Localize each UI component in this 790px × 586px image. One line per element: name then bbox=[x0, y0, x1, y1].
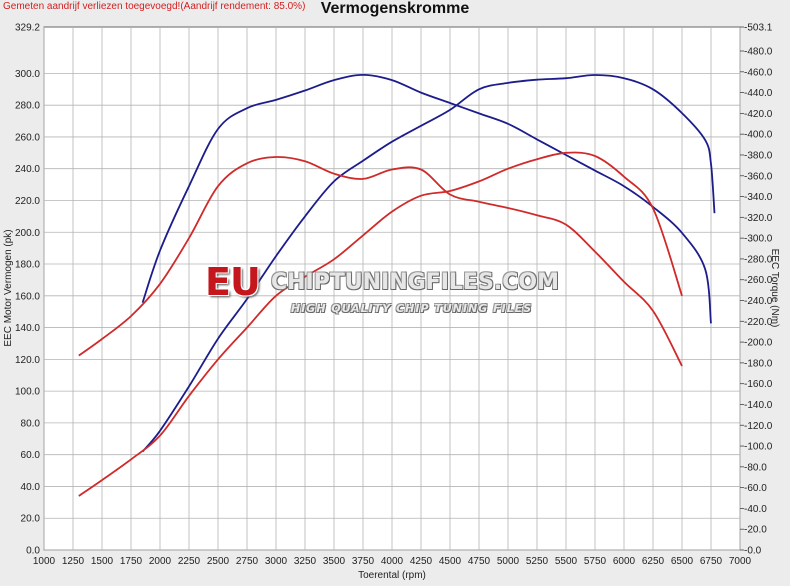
y2-tick-label: -220.0 bbox=[744, 317, 773, 328]
x-axis-ticks: 1000 1250 1500 1750 2000 2250 2500 2750 3000 3250… bbox=[33, 556, 752, 567]
x-tick-label: 2250 bbox=[178, 556, 201, 567]
x-tick-label: 1000 bbox=[33, 556, 56, 567]
y-tick-label: 20.0 bbox=[21, 514, 41, 525]
x-tick-label: 5250 bbox=[526, 556, 549, 567]
y-axis-ticks: 0.0 20.0 40.0 60.0 80.0 100.0 120.0 140.0 160.0 1… bbox=[15, 23, 40, 557]
chart-title: Vermogenskromme bbox=[320, 0, 470, 17]
y2-tick-label: -40.0 bbox=[744, 504, 767, 515]
x-tick-label: 1250 bbox=[62, 556, 85, 567]
header-bar: Gemeten aandrijf verliezen toegevoegd!(A… bbox=[0, 0, 790, 22]
y2-tick-label: -280.0 bbox=[744, 254, 773, 265]
y-tick-label: 120.0 bbox=[15, 355, 40, 366]
x-tick-label: 5500 bbox=[555, 556, 578, 567]
x-tick-label: 6000 bbox=[613, 556, 636, 567]
y2-tick-label: -240.0 bbox=[744, 296, 773, 307]
y2-tick-label: -460.0 bbox=[744, 67, 773, 78]
series-group bbox=[78, 74, 716, 497]
y-tick-label: 140.0 bbox=[15, 323, 40, 334]
y2-tick-label: -440.0 bbox=[744, 88, 773, 99]
stock-torque-line bbox=[78, 156, 683, 367]
x-tick-label: 2500 bbox=[207, 556, 230, 567]
y-tick-label: 200.0 bbox=[15, 228, 40, 239]
x-tick-label: 3250 bbox=[294, 556, 317, 567]
y2-tick-label: -180.0 bbox=[744, 358, 773, 369]
y-axis-label: EEC Motor Vermogen (pk) bbox=[3, 229, 14, 346]
y-tick-label: 280.0 bbox=[15, 101, 40, 112]
y-tick-label: 260.0 bbox=[15, 132, 40, 143]
x-tick-label: 6750 bbox=[700, 556, 723, 567]
y2-tick-label: -140.0 bbox=[744, 400, 773, 411]
y2-tick-label: -320.0 bbox=[744, 213, 773, 224]
y2-tick-label: -20.0 bbox=[744, 525, 767, 536]
x-tick-label: 3000 bbox=[265, 556, 288, 567]
y2-tick-label: -480.0 bbox=[744, 47, 773, 58]
y-tick-label: 100.0 bbox=[15, 387, 40, 398]
y2-tick-label: -200.0 bbox=[744, 338, 773, 349]
y-tick-label: 220.0 bbox=[15, 196, 40, 207]
x-tick-label: 6500 bbox=[671, 556, 694, 567]
x-axis-label: Toerental (rpm) bbox=[358, 570, 426, 581]
y2-tick-label: -380.0 bbox=[744, 150, 773, 161]
x-tick-label: 5750 bbox=[584, 556, 607, 567]
drivetrain-loss-warning: Gemeten aandrijf verliezen toegevoegd!(A… bbox=[3, 1, 306, 12]
x-tick-label: 6250 bbox=[642, 556, 665, 567]
grid-lines bbox=[43, 27, 741, 551]
y2-tick-label: -160.0 bbox=[744, 379, 773, 390]
x-tick-label: 7000 bbox=[729, 556, 752, 567]
y2-tick-label: -503.1 bbox=[744, 23, 773, 34]
y2-tick-label: -60.0 bbox=[744, 483, 767, 494]
y-tick-label: 80.0 bbox=[21, 418, 41, 429]
y2-tick-label: -360.0 bbox=[744, 171, 773, 182]
y2-tick-label: -120.0 bbox=[744, 421, 773, 432]
y-tick-label: 300.0 bbox=[15, 69, 40, 80]
y2-tick-label: -260.0 bbox=[744, 275, 773, 286]
tuned-torque-line bbox=[141, 74, 712, 324]
y2-tick-label: -400.0 bbox=[744, 130, 773, 141]
x-tick-label: 1750 bbox=[120, 556, 143, 567]
x-tick-label: 4750 bbox=[468, 556, 491, 567]
y-tick-label: 329.2 bbox=[15, 23, 40, 34]
y2-tick-label: -420.0 bbox=[744, 109, 773, 120]
y2-tick-label: -80.0 bbox=[744, 462, 767, 473]
y-tick-label: 240.0 bbox=[15, 164, 40, 175]
x-tick-label: 1500 bbox=[91, 556, 114, 567]
x-tick-label: 4000 bbox=[381, 556, 404, 567]
x-tick-label: 3750 bbox=[352, 556, 375, 567]
y-tick-label: 160.0 bbox=[15, 291, 40, 302]
y2-tick-label: -340.0 bbox=[744, 192, 773, 203]
x-tick-label: 2000 bbox=[149, 556, 172, 567]
y2-axis-ticks: -0.0 -20.0 -40.0 -60.0 -80.0 -100.0 -120.0 -140… bbox=[740, 23, 773, 557]
y-tick-label: 40.0 bbox=[21, 482, 41, 493]
tuned-power-line bbox=[141, 74, 716, 453]
x-tick-label: 3500 bbox=[323, 556, 346, 567]
y2-tick-label: -0.0 bbox=[744, 546, 762, 557]
y-tick-label: 0.0 bbox=[26, 546, 40, 557]
y2-tick-label: -100.0 bbox=[744, 442, 773, 453]
x-tick-label: 4250 bbox=[410, 556, 433, 567]
x-tick-label: 4500 bbox=[439, 556, 462, 567]
y2-axis-label: EEC Torque (Nm) bbox=[769, 249, 780, 328]
stock-power-line bbox=[78, 151, 683, 497]
y2-tick-label: -300.0 bbox=[744, 234, 773, 245]
y-tick-label: 60.0 bbox=[21, 450, 41, 461]
y-tick-label: 180.0 bbox=[15, 260, 40, 271]
x-tick-label: 2750 bbox=[236, 556, 259, 567]
x-tick-label: 5000 bbox=[497, 556, 520, 567]
